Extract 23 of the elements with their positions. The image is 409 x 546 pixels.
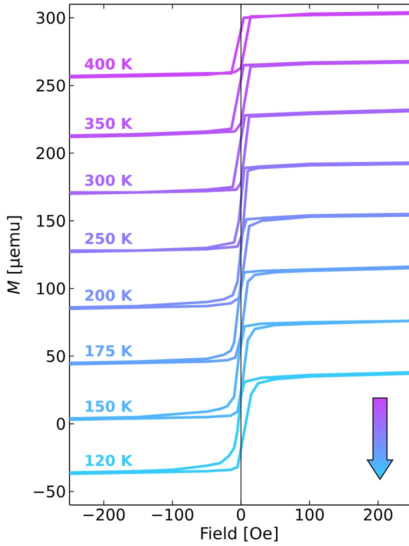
x-tick-label: 100 xyxy=(296,508,324,521)
series-label: 350 K xyxy=(85,118,133,130)
series-label: 400 K xyxy=(84,58,133,70)
y-tick-label: 0 xyxy=(56,418,65,430)
series-label: 200 K xyxy=(85,290,133,301)
y-tick-label: 50 xyxy=(46,350,65,362)
series-label: 175 K xyxy=(86,345,133,356)
x-tick-label: −200 xyxy=(84,508,125,521)
y-tick-label: 250 xyxy=(36,79,65,92)
y-tick-label: 300 xyxy=(36,12,65,24)
y-tick-label: 100 xyxy=(37,282,65,295)
y-tick-label: 200 xyxy=(36,147,65,160)
y-axis-title: M [μemu] xyxy=(7,216,23,294)
x-axis-title: Field [Oe] xyxy=(201,526,278,542)
series-label: 150 K xyxy=(86,400,133,412)
series-label: 120 K xyxy=(86,454,133,466)
y-tick-label: −50 xyxy=(34,485,65,498)
series-label: 300 K xyxy=(85,174,133,186)
x-tick-label: 200 xyxy=(364,508,392,521)
x-tick-label: −100 xyxy=(152,508,194,521)
y-tick-label: 150 xyxy=(37,214,65,227)
x-tick-label: 0 xyxy=(236,508,245,521)
series-label: 250 K xyxy=(85,232,133,244)
